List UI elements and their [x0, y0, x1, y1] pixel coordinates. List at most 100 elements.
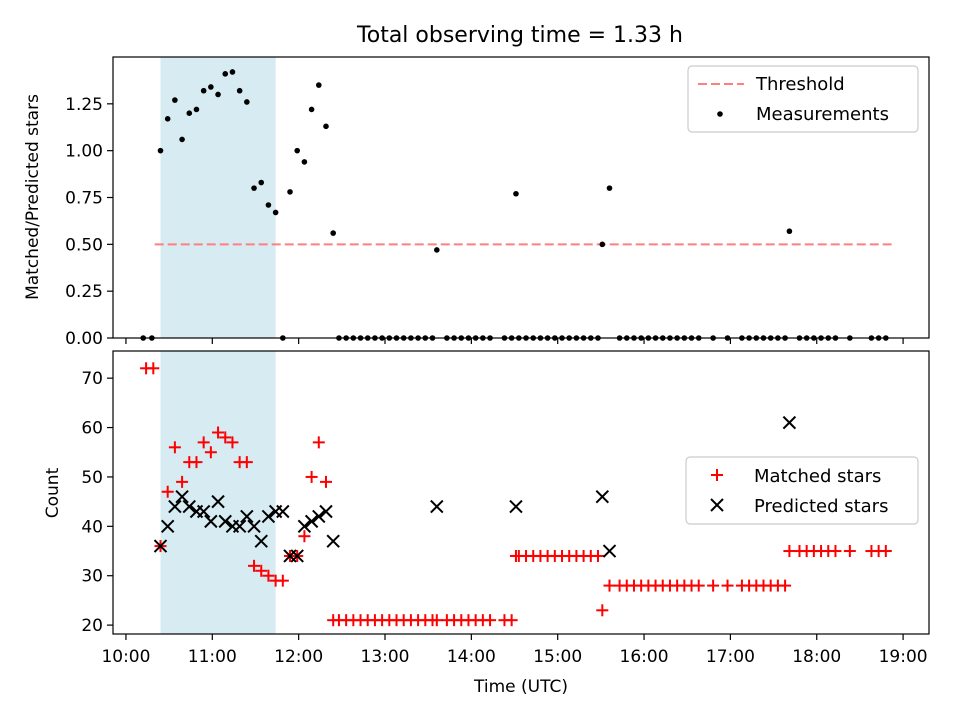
- matched-star-point: [212, 426, 225, 439]
- measurement-point: [179, 136, 185, 143]
- x-stroke-b: [247, 519, 261, 534]
- predicted-star-point: [204, 514, 218, 529]
- matched-star-point: [226, 436, 239, 449]
- top-axes-frame: [112, 56, 930, 339]
- matched-star-point: [596, 604, 609, 617]
- predicted-star-point: [254, 534, 268, 548]
- measurement-point: [222, 71, 229, 77]
- bottom-x-ticks: 10:00 11:00 12:00 13:00 14:00 15:00 16:00 17:00…: [101, 634, 928, 667]
- measurement-point: [236, 87, 243, 94]
- x-stroke-b: [319, 504, 333, 519]
- x-stroke-b: [276, 504, 290, 519]
- bottom-axes-frame: [112, 350, 930, 635]
- x-stroke-b: [204, 514, 218, 529]
- predicted-star-point: [595, 489, 610, 504]
- x-stroke-b: [153, 539, 168, 553]
- measurement-point: [513, 190, 519, 197]
- matched-star-point: [879, 545, 892, 558]
- x-stroke-b: [290, 549, 304, 563]
- x-stroke-b: [175, 489, 189, 504]
- measurement-point: [258, 179, 265, 186]
- matched-star-point: [843, 545, 856, 558]
- matched-star-point: [319, 475, 332, 488]
- x-stroke-b: [297, 519, 312, 534]
- top-y-ticks: 0.00 0.25 0.50 0.75 1.00 1.25: [65, 95, 113, 349]
- measurement-point: [434, 247, 440, 253]
- predicted-star-point: [276, 504, 290, 519]
- predicted-star-point: [232, 519, 247, 534]
- measurement-point: [323, 123, 329, 130]
- matched-star-point: [692, 579, 705, 592]
- x-tick-label: 15:00: [533, 647, 582, 667]
- predicted-star-point: [509, 499, 523, 514]
- matched-star-point: [276, 574, 289, 587]
- matched-star-point: [147, 362, 160, 375]
- matched-star-point: [779, 579, 792, 592]
- matched-star-point: [312, 436, 325, 449]
- measurement-point: [599, 241, 606, 248]
- matched-star-point: [176, 475, 189, 488]
- predicted-star-point: [319, 504, 333, 519]
- x-stroke-b: [196, 504, 211, 519]
- x-stroke-b: [240, 509, 254, 524]
- bottom-points: [140, 362, 892, 627]
- measurement-point: [294, 147, 301, 154]
- x-axis-label: Time (UTC): [473, 677, 568, 697]
- predicted-star-point: [304, 514, 319, 529]
- x-stroke-b: [211, 494, 225, 509]
- top-y-tick-label: 0.00: [65, 329, 103, 349]
- matched-star-point: [204, 446, 217, 459]
- x-tick-label: 13:00: [361, 647, 410, 667]
- matched-star-point: [603, 579, 616, 592]
- legend-predicted-swatch: [710, 498, 724, 512]
- top-shaded-interval: [160, 57, 276, 338]
- x-tick-label: 16:00: [620, 647, 669, 667]
- predicted-star-point: [247, 519, 261, 534]
- matched-star-point: [255, 564, 268, 577]
- x-tick-label: 10:00: [101, 647, 150, 667]
- measurement-point: [186, 110, 193, 116]
- matched-star-point: [248, 559, 261, 572]
- legend-matched-label: Matched stars: [754, 466, 881, 487]
- x-stroke-b: [304, 514, 319, 529]
- bottom-shaded-interval: [160, 351, 276, 634]
- predicted-star-point: [168, 499, 182, 514]
- top-y-tick-label: 0.75: [65, 189, 103, 209]
- bottom-y-tick-label: 70: [81, 369, 103, 389]
- matched-star-point: [240, 456, 253, 469]
- matched-star-point: [298, 530, 311, 543]
- top-y-tick-label: 1.00: [65, 142, 103, 162]
- matched-star-point: [262, 569, 275, 582]
- bottom-y-label: Count: [43, 467, 63, 518]
- x-stroke-b: [182, 499, 196, 514]
- top-y-label: Matched/Predicted stars: [23, 94, 43, 300]
- predicted-star-point: [602, 544, 617, 558]
- top-measurements: [140, 69, 889, 341]
- predicted-star-point: [312, 509, 326, 524]
- x-tick-label: 14:00: [447, 647, 496, 667]
- bottom-y-tick-label: 20: [81, 616, 103, 636]
- measurement-point: [265, 202, 272, 208]
- x-tick-label: 17:00: [706, 647, 755, 667]
- x-stroke-b: [509, 499, 523, 514]
- predicted-star-point: [430, 499, 444, 514]
- predicted-star-point: [160, 519, 175, 534]
- measurement-point: [287, 189, 293, 195]
- legend-measurements-swatch: [717, 111, 723, 117]
- matched-star-point: [505, 614, 518, 627]
- matched-star-point: [161, 485, 174, 498]
- x-stroke-b: [602, 544, 617, 558]
- bottom-y-tick-label: 30: [81, 567, 103, 587]
- matched-star-point: [783, 545, 796, 558]
- matched-star-point: [707, 579, 720, 592]
- x-stroke-b: [595, 489, 610, 504]
- measurement-point: [308, 106, 315, 113]
- measurement-point: [172, 97, 178, 103]
- predicted-star-point: [175, 489, 189, 504]
- bottom-y-tick-label: 40: [81, 517, 103, 537]
- bottom-legend: Matched stars Predicted stars: [685, 456, 919, 525]
- matched-star-point: [168, 441, 181, 454]
- measurement-point: [244, 99, 250, 105]
- top-legend: Threshold Measurements: [687, 65, 919, 133]
